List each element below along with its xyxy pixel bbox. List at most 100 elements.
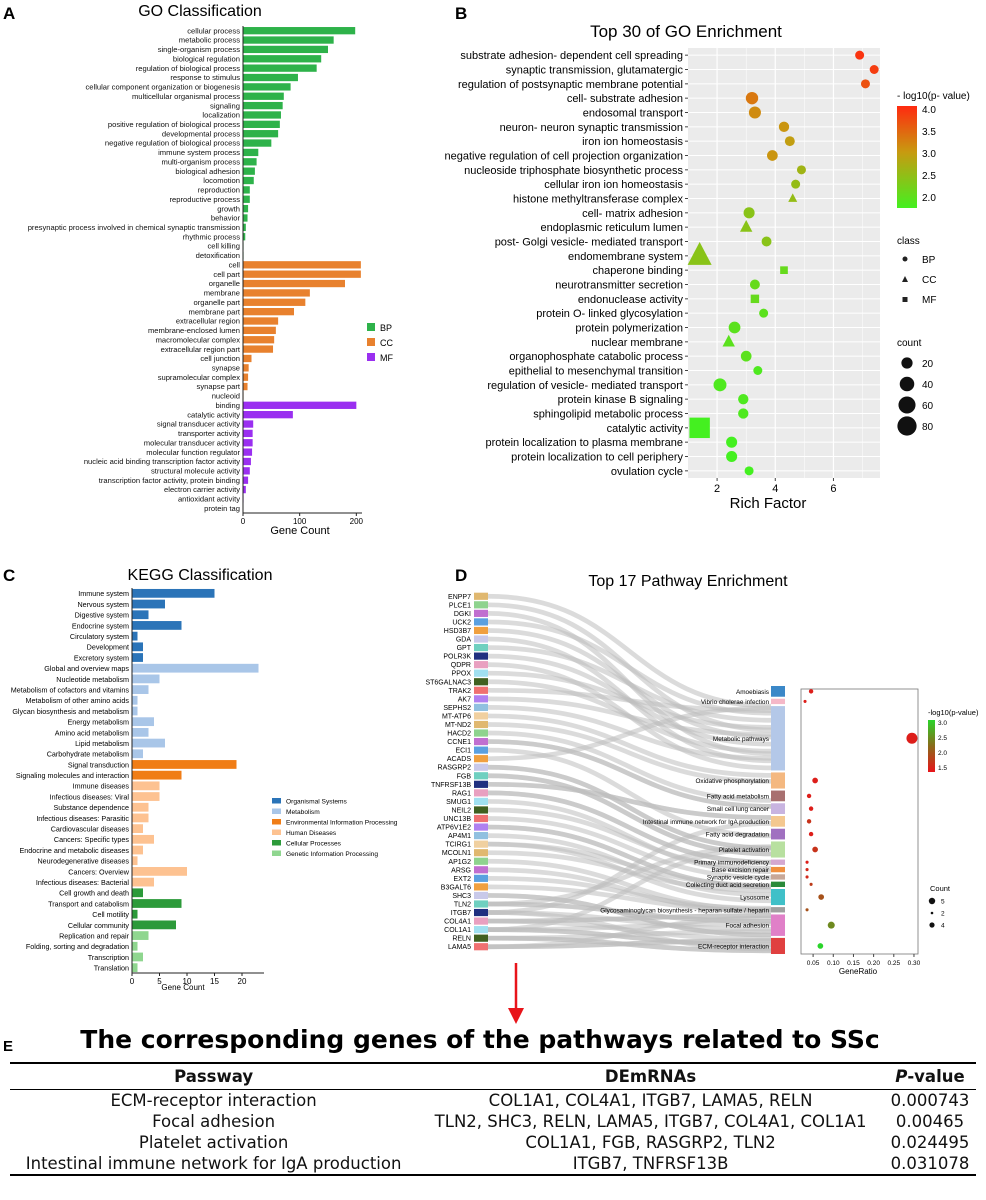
gene-node [474,635,488,643]
row-pathway: Focal adhesion [152,1112,276,1131]
go-enrich-point [784,136,795,147]
gene-node [474,857,488,865]
go-enrich-point [749,279,760,290]
go-enrich-term-label: nuclear membrane [591,337,683,349]
go-bar-label: organelle [209,279,240,288]
pathway-point [827,921,835,929]
go-bar-label: immune system process [158,148,240,157]
go-bar [243,204,249,213]
kegg-bar-label: Amino acid metabolism [55,728,129,737]
gene-label: SHC3 [452,893,471,900]
sankey-flow [487,722,772,784]
gene-node [474,643,488,652]
table-row: Intestinal immune network for IgA produc… [10,1153,976,1176]
kegg-bar-label: Infectious diseases: Viral [50,792,130,801]
go-enrich-term-label: organophosphate catabolic process [509,351,683,363]
pathway-node [771,859,785,865]
kegg-bar [132,663,259,673]
kegg-bar-label: Global and overview maps [44,664,129,673]
header-p-value: P-value [883,1062,976,1090]
gene-label: ENPP7 [448,594,471,601]
gene-node [474,874,488,882]
go-bar [243,411,293,419]
go-enrich-term-label: catalytic activity [607,423,684,435]
table-header-row: Passway DEmRNAs P-value [10,1062,976,1090]
go-enrich-point [713,378,727,392]
pathway-point [803,699,807,703]
legend-square-icon [902,297,908,302]
go-classification-title: GO Classification [138,3,262,20]
kegg-bar [132,963,138,973]
row-pathway: Platelet activation [138,1133,289,1152]
go-bar-label: reproduction [198,186,240,195]
kegg-bar [132,610,149,620]
go-enrich-point [788,193,798,202]
go-enrich-colorbar [897,106,917,208]
gene-label: ITGB7 [451,910,471,917]
go-bar [243,36,334,44]
go-bar [243,289,310,297]
kegg-bar [132,760,237,769]
go-legend-swatch [367,323,375,331]
kegg-x-tick-label: 15 [210,977,219,986]
pathway-enrichment-xlabel: GeneRatio [839,967,878,976]
go-bar-label: response to stimulus [170,73,240,82]
go-bar [243,382,248,391]
go-bar-label: cell killing [208,242,241,251]
kegg-bar [132,653,143,662]
go-enrich-point [738,393,749,405]
row-pathway: ECM-receptor interaction [110,1091,317,1110]
go-bar-label: antioxidant activity [178,495,240,504]
kegg-bar-label: Cardiovascular diseases [51,825,130,834]
kegg-bar [132,867,187,876]
kegg-bar-label: Excretory system [74,653,129,662]
panel-label-c: C [3,566,15,585]
go-enrich-point [753,365,763,376]
go-bar-label: localization [202,111,240,120]
kegg-bar [132,685,149,694]
go-enrich-point [780,266,788,274]
gene-label: MT-ND2 [445,722,471,729]
row-genes: COL1A1, FGB, RASGRP2, TLN2 [525,1133,776,1152]
table-row: ECM-receptor interaction COL1A1, COL4A1,… [10,1090,976,1112]
go-bar [243,83,291,91]
gene-node [474,934,488,942]
go-bar-label: signal transducer activity [157,420,240,429]
kegg-bar-label: Development [87,643,129,652]
go-enrich-term-label: substrate adhesion- dependent cell sprea… [460,50,683,62]
go-bar [243,139,272,147]
go-bar [243,223,246,232]
pathway-node [771,790,785,802]
gene-label: ACADS [447,756,471,763]
kegg-bar-label: Digestive system [75,611,129,620]
go-enrich-count-circle [897,416,917,436]
go-bar-label: single-organism process [158,45,241,54]
sankey-flow [487,799,772,874]
go-enrich-count-label: 40 [922,380,934,391]
go-bar-label: signaling [210,101,240,110]
go-enrich-term-label: endonuclease activity [578,294,684,306]
go-bar [243,55,322,63]
table-title: The corresponding genes of the pathways … [80,1025,879,1054]
gene-node [474,917,488,925]
go-enrichment-xlabel: Rich Factor [730,495,807,512]
pathway-point [805,868,809,872]
kegg-legend-label: Metabolism [286,809,320,816]
pathway-node [771,937,785,954]
go-bar [243,448,253,456]
go-enrich-term-label: endosomal transport [583,108,683,120]
gene-node [474,883,488,891]
go-enrich-x-tick-label: 4 [772,483,778,495]
pathway-count-circle [930,911,934,915]
pathway-point [812,777,818,784]
go-bar-label: growth [217,204,240,213]
kegg-bar-label: Signal transduction [68,760,129,769]
row-genes: TLN2, SHC3, RELN, LAMA5, ITGB7, COL4A1, … [434,1112,867,1131]
gene-node [474,806,488,814]
go-bar-label: nucleoid [212,392,240,401]
gene-node [474,618,488,626]
go-enrich-point [740,350,752,362]
go-enrich-point [778,121,790,133]
go-bar-label: transporter activity [178,429,240,438]
